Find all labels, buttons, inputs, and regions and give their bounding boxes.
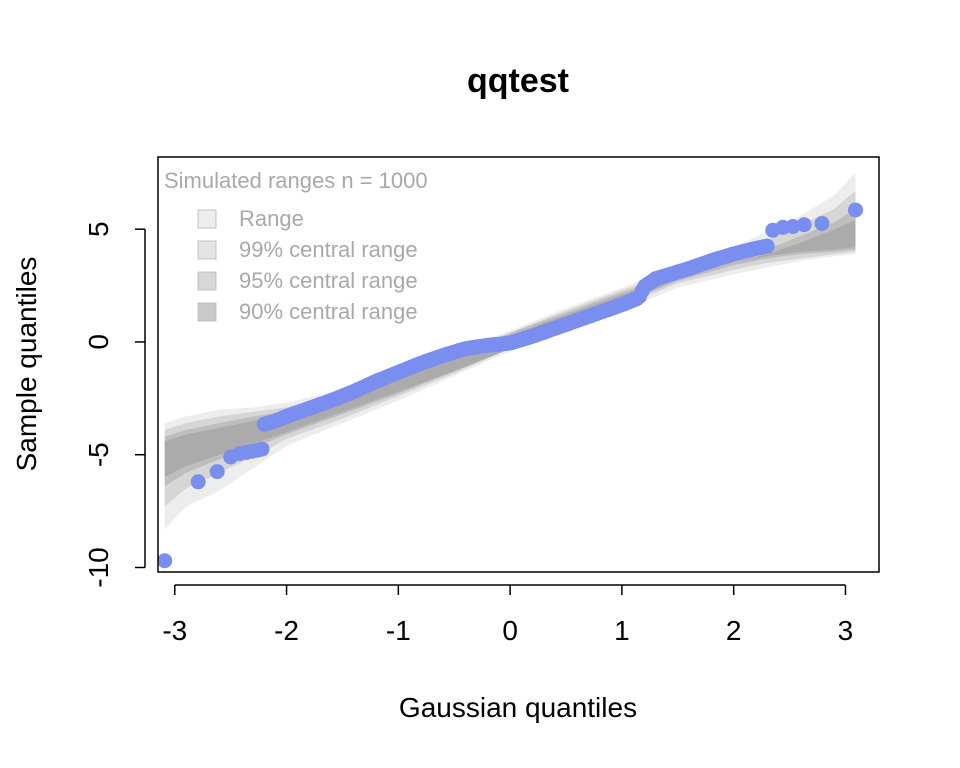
sample-point (254, 441, 270, 457)
y-tick-label: 5 (83, 221, 114, 237)
plot-frame (157, 156, 880, 573)
legend-title: Simulated ranges n = 1000 (164, 168, 428, 193)
x-tick-label: -2 (274, 615, 299, 646)
x-tick-label: 0 (502, 615, 518, 646)
band-90-central-range (164, 220, 856, 478)
x-tick-label: -1 (386, 615, 411, 646)
sample-point (796, 217, 812, 233)
legend: Simulated ranges n = 1000 Range 99% centr… (164, 168, 428, 324)
legend-label: Range (239, 206, 304, 231)
legend-label: 90% central range (239, 299, 418, 324)
y-tick-label: -10 (83, 547, 114, 587)
legend-swatch (197, 209, 217, 229)
y-tick-label: -5 (83, 442, 114, 467)
x-tick-label: -3 (162, 615, 187, 646)
band-range (164, 172, 856, 530)
sample-point (157, 553, 173, 569)
sample-points (157, 202, 863, 569)
sample-point (785, 219, 801, 234)
chart-title: qqtest (467, 62, 569, 100)
x-axis: -3 -2 -1 0 1 2 3 (162, 584, 854, 646)
y-tick-label: 0 (83, 334, 114, 350)
x-axis-label: Gaussian quantiles (399, 692, 637, 723)
legend-swatch (197, 271, 217, 291)
legend-swatch (197, 240, 217, 260)
sample-point (814, 216, 830, 231)
sample-point (209, 464, 225, 480)
x-tick-label: 1 (614, 615, 630, 646)
legend-label: 99% central range (239, 237, 418, 262)
y-axis: -10 -5 0 5 (83, 221, 146, 588)
x-tick-label: 3 (838, 615, 854, 646)
x-tick-label: 2 (726, 615, 742, 646)
legend-swatch (197, 302, 217, 322)
legend-label: 95% central range (239, 268, 418, 293)
sample-point (190, 474, 206, 490)
sample-point (848, 202, 863, 218)
y-axis-label: Sample quantiles (11, 257, 42, 472)
sample-point (759, 238, 775, 254)
